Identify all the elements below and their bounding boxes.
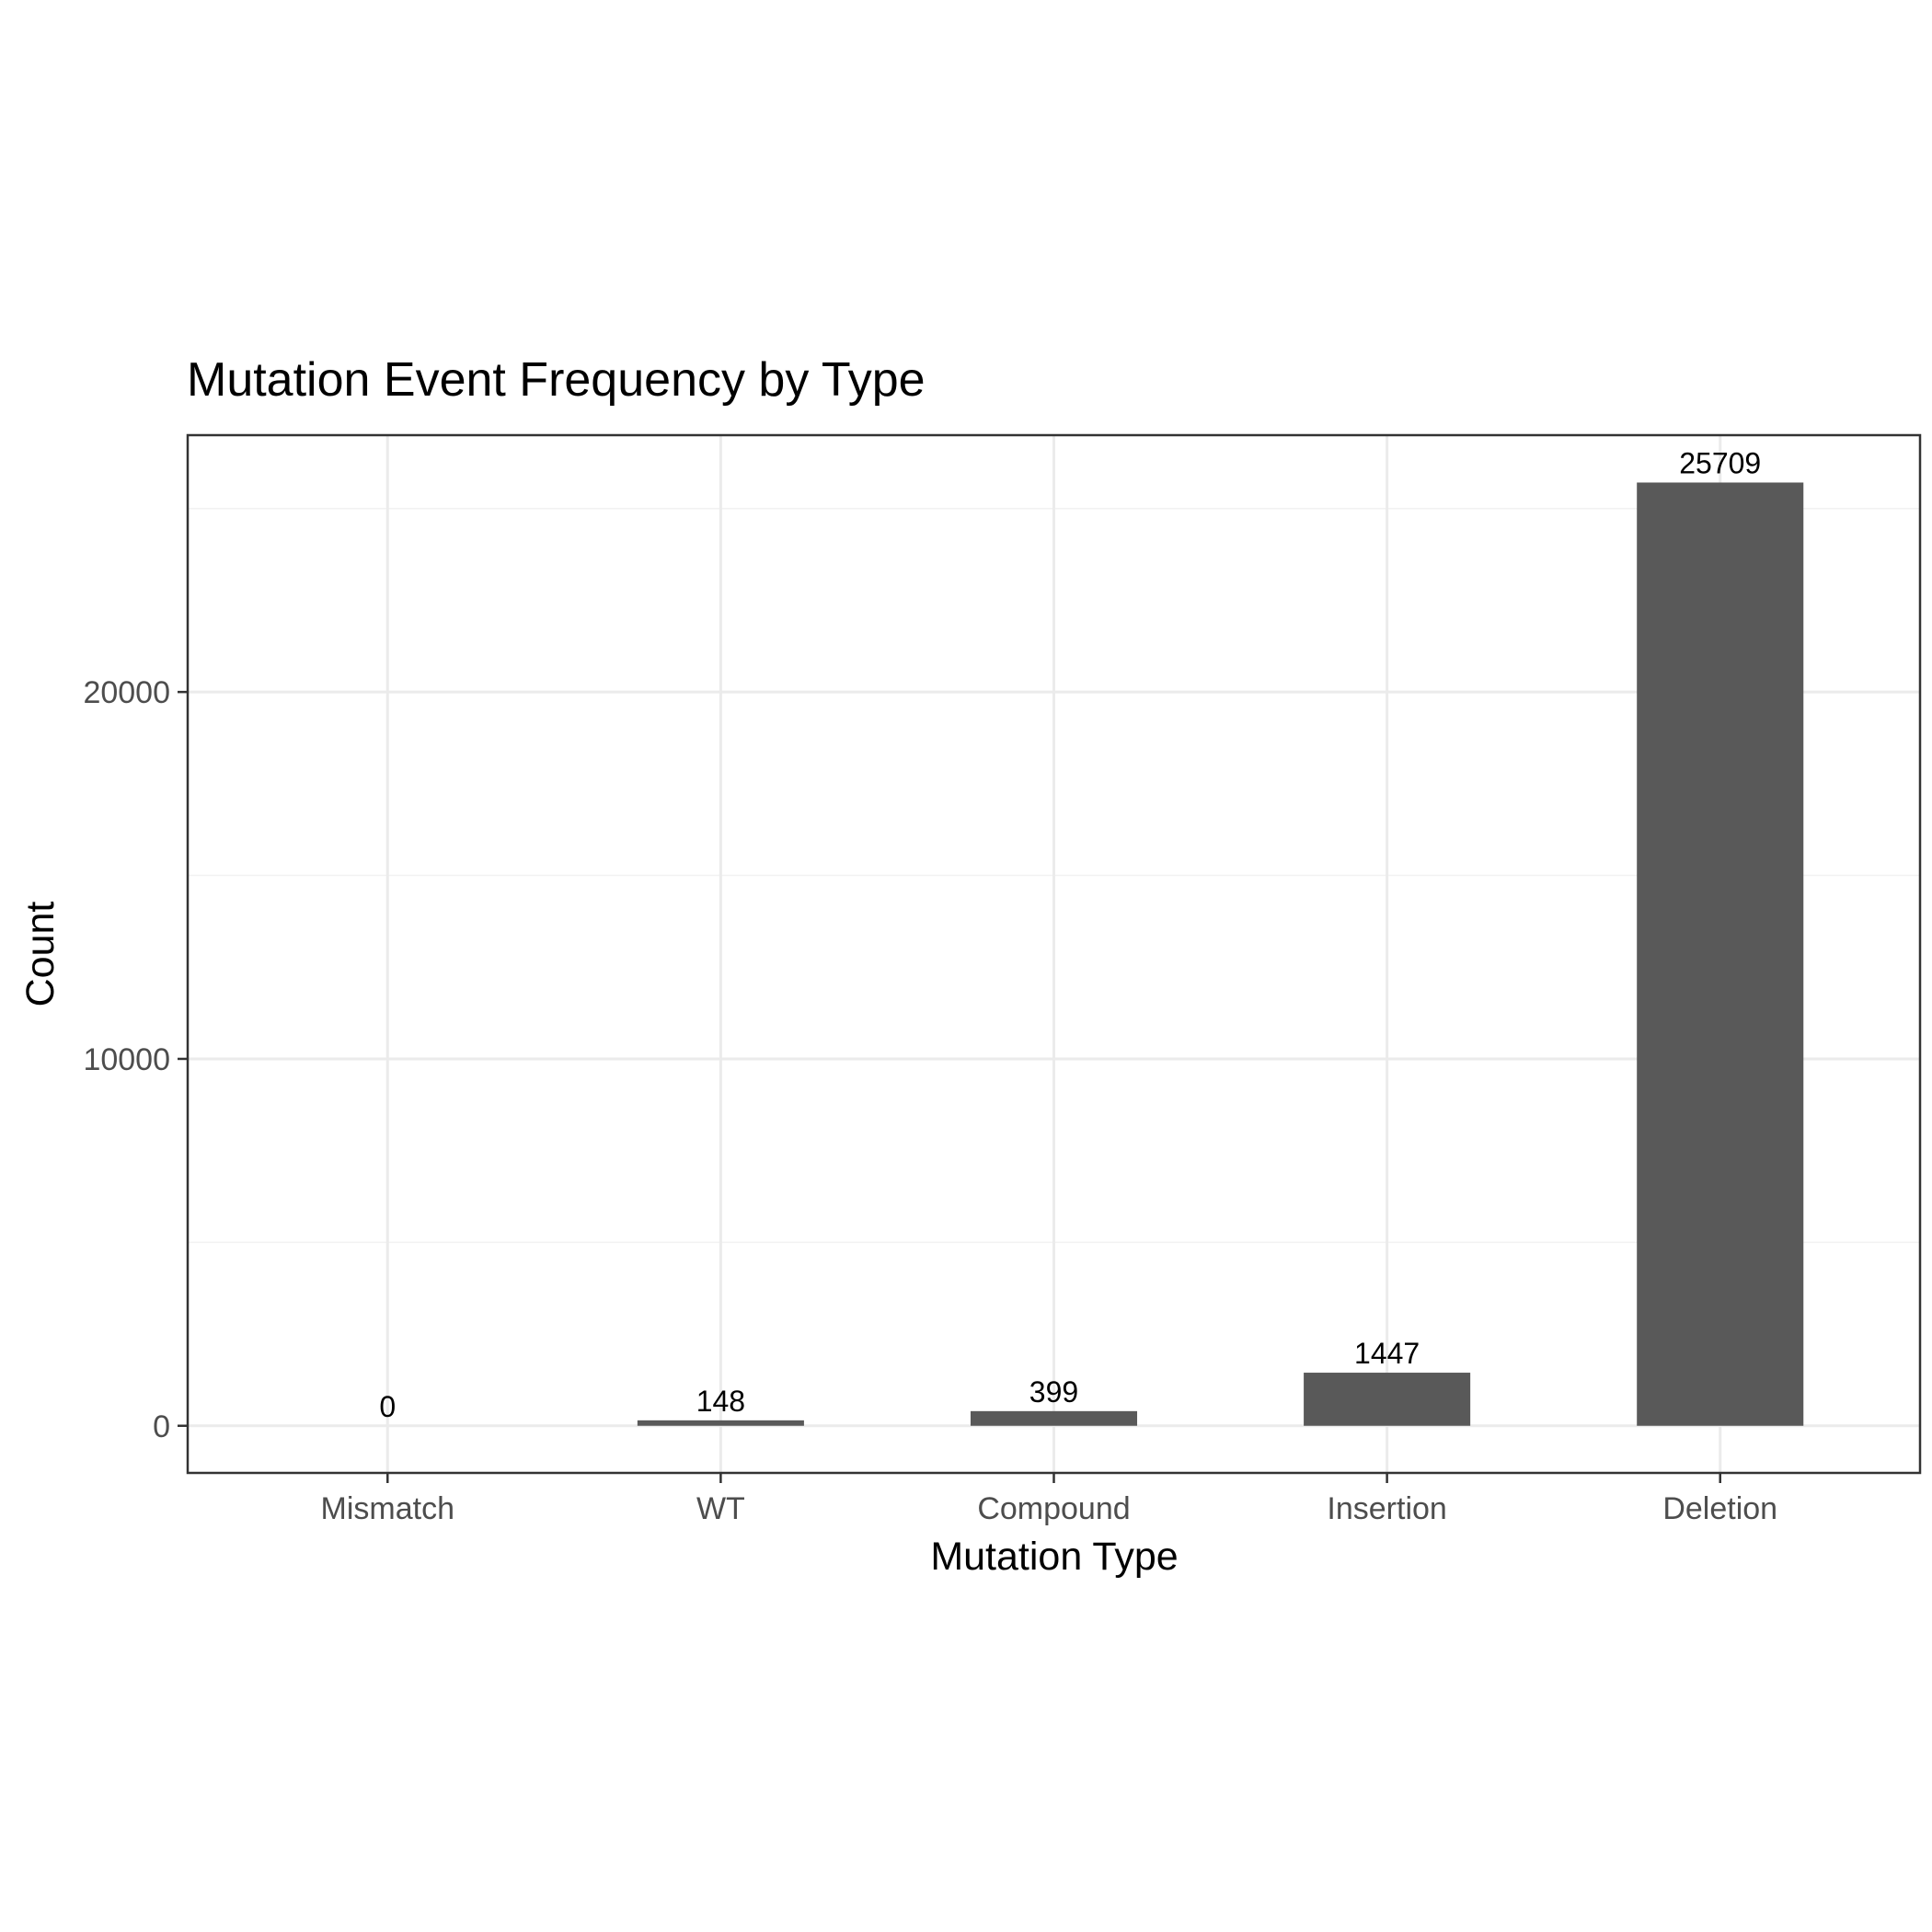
x-tick-label-deletion: Deletion xyxy=(1662,1491,1777,1526)
bar-compound xyxy=(970,1410,1138,1426)
bars xyxy=(637,482,1804,1426)
data-label-compound: 399 xyxy=(1029,1375,1078,1409)
y-tick-label-0: 0 xyxy=(153,1409,170,1444)
x-tick-label-wt: WT xyxy=(696,1491,745,1526)
bar-insertion xyxy=(1304,1373,1471,1426)
x-tick-label-insertion: Insertion xyxy=(1327,1491,1446,1526)
x-axis-title: Mutation Type xyxy=(930,1535,1178,1579)
bar-deletion xyxy=(1637,482,1804,1426)
data-labels: 0 148 399 1447 25709 xyxy=(379,446,1761,1422)
y-tick-label-1: 10000 xyxy=(83,1042,170,1077)
x-axis: Mismatch WT Compound Insertion Deletion xyxy=(321,1473,1777,1526)
x-tick-label-compound: Compound xyxy=(977,1491,1130,1526)
y-axis-title: Count xyxy=(18,902,63,1007)
data-label-deletion: 25709 xyxy=(1679,446,1761,479)
y-axis: 0 10000 20000 xyxy=(83,675,188,1444)
chart-title: Mutation Event Frequency by Type xyxy=(187,353,926,407)
data-label-mismatch: 0 xyxy=(379,1390,396,1423)
x-tick-label-mismatch: Mismatch xyxy=(321,1491,454,1526)
bar-wt xyxy=(637,1420,804,1426)
data-label-insertion: 1447 xyxy=(1354,1337,1420,1370)
y-tick-label-2: 20000 xyxy=(83,675,170,710)
data-label-wt: 148 xyxy=(696,1385,745,1418)
